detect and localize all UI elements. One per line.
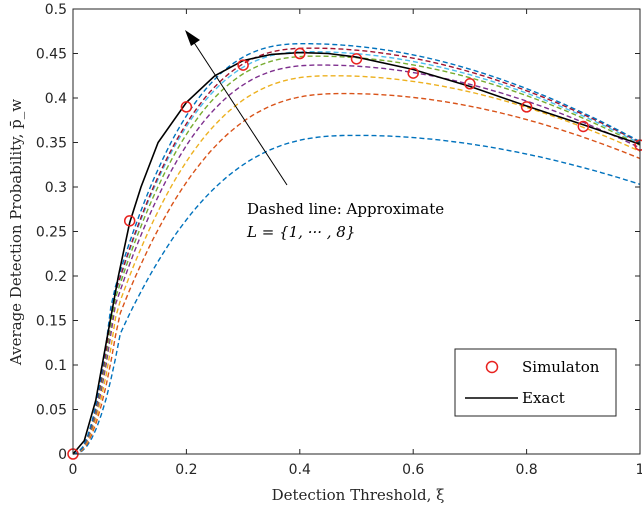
annotation-line-2: L = {1, ··· , 8} <box>246 223 355 241</box>
series-layer <box>72 43 641 455</box>
x-tick-label: 0.6 <box>402 462 424 478</box>
x-tick-label: 0.2 <box>175 462 197 478</box>
legend-box <box>454 348 617 417</box>
simulation-point <box>350 53 363 65</box>
y-tick-label: 0.5 <box>45 2 67 18</box>
legend-exact-label: Exact <box>522 389 565 407</box>
approx-line-L8 <box>72 43 641 455</box>
simulation-point <box>520 101 533 113</box>
x-tick-label: 0.4 <box>289 462 311 478</box>
y-tick-label: 0.15 <box>36 314 67 330</box>
legend-simulation-marker <box>485 360 499 374</box>
approx-line-L2 <box>72 92 641 455</box>
tick-layer: 0 0.2 0.4 0.6 0.8 1 0 0.05 0.1 0.15 0.2 0.25 0.3 0.35… <box>36 2 642 478</box>
x-axis-label: Detection Threshold, ξ <box>272 486 445 504</box>
y-axis-label: Average Detection Probability, p̄_w <box>7 99 25 366</box>
simulation-point <box>180 101 193 113</box>
y-tick-label: 0.35 <box>36 136 67 152</box>
y-tick-label: 0.3 <box>45 180 67 196</box>
exact-line <box>72 51 641 455</box>
legend-simulation-label: Simulaton <box>522 358 600 376</box>
approx-line-L4 <box>72 64 641 455</box>
legend: Simulaton Exact <box>454 348 617 417</box>
simulation-point <box>237 59 249 71</box>
y-tick-label: 0.25 <box>36 225 67 241</box>
y-tick-label: 0.4 <box>45 91 67 107</box>
approx-line-L7 <box>72 47 641 455</box>
y-tick-label: 0.45 <box>36 47 67 63</box>
approx-line-L3 <box>72 75 641 455</box>
y-tick-label: 0.05 <box>36 403 67 419</box>
annotation-arrow <box>185 30 288 186</box>
x-tick-label: 1 <box>636 462 642 478</box>
marker-layer <box>67 47 642 460</box>
simulation-point <box>577 120 590 133</box>
simulation-point <box>407 67 419 79</box>
y-tick-label: 0.1 <box>45 358 67 374</box>
approx-line-L1 <box>72 134 641 455</box>
simulation-point <box>464 78 476 90</box>
annotation-line-1: Dashed line: Approximate <box>247 200 444 218</box>
y-tick-label: 0 <box>58 447 67 463</box>
simulation-point <box>123 215 136 227</box>
approx-line-L6 <box>72 51 641 455</box>
x-tick-label: 0 <box>69 462 78 478</box>
y-tick-label: 0.2 <box>45 269 67 285</box>
x-tick-label: 0.8 <box>515 462 537 478</box>
simulation-point <box>294 47 306 60</box>
